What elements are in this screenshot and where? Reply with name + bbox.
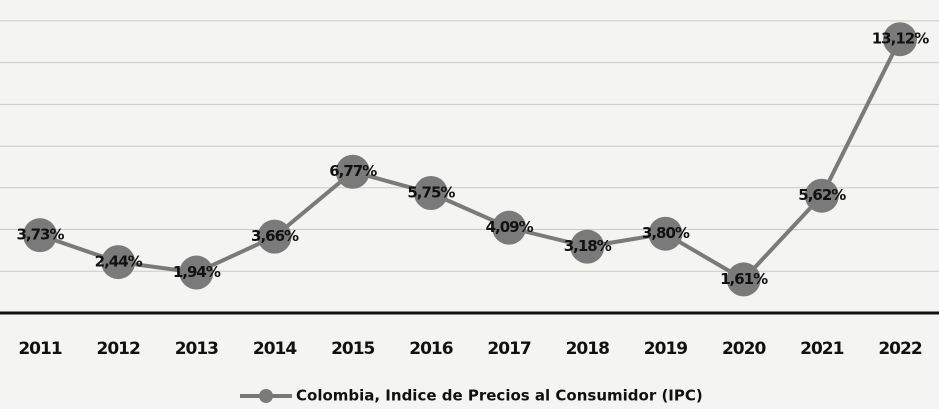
data-label: 13,12%: [872, 30, 929, 48]
x-tick-label: 2017: [487, 339, 530, 359]
plot: 3,73% 2,44% 1,94% 3,66% 6,77% 5,75% 4,09% 3,18%…: [16, 22, 930, 359]
legend-label: Colombia, Indice de Precios al Consumido…: [296, 387, 703, 405]
data-label: 5,75%: [407, 184, 455, 202]
data-label: 3,18%: [564, 237, 612, 255]
x-tick-label: 2019: [644, 339, 687, 359]
x-tick-label: 2018: [566, 339, 609, 359]
grid: [0, 20, 939, 314]
x-tick-label: 2015: [331, 339, 374, 359]
point-marker: [804, 178, 839, 213]
point-marker: [883, 22, 917, 57]
data-label: 3,80%: [642, 224, 690, 242]
data-label: 3,73%: [16, 226, 64, 244]
data-label: 1,94%: [173, 263, 221, 281]
x-tick-label: 2020: [722, 339, 766, 359]
x-tick-label: 2022: [878, 339, 921, 359]
x-tick-label: 2012: [97, 339, 140, 359]
point-marker: [335, 154, 370, 189]
point-marker: [179, 255, 214, 290]
data-label: 2,44%: [95, 253, 143, 271]
x-tick-label: 2021: [800, 339, 843, 359]
x-tick-label: 2013: [175, 339, 218, 359]
point-marker: [648, 216, 683, 251]
data-label: 6,77%: [329, 162, 377, 180]
point-marker: [413, 176, 448, 211]
data-label: 3,66%: [251, 227, 299, 245]
point-marker: [257, 219, 292, 254]
point-marker: [570, 229, 605, 264]
point-marker: [101, 245, 136, 280]
point-marker: [23, 218, 57, 253]
data-label: 4,09%: [486, 218, 534, 236]
point-marker: [492, 210, 527, 245]
legend-marker: [259, 389, 273, 403]
data-label: 5,62%: [798, 186, 846, 204]
data-label: 1,61%: [720, 270, 768, 288]
legend: Colombia, Indice de Precios al Consumido…: [240, 387, 703, 405]
x-tick-label: 2016: [409, 339, 452, 359]
x-tick-label: 2014: [253, 339, 297, 359]
point-marker: [726, 262, 761, 297]
x-tick-label: 2011: [18, 339, 61, 359]
